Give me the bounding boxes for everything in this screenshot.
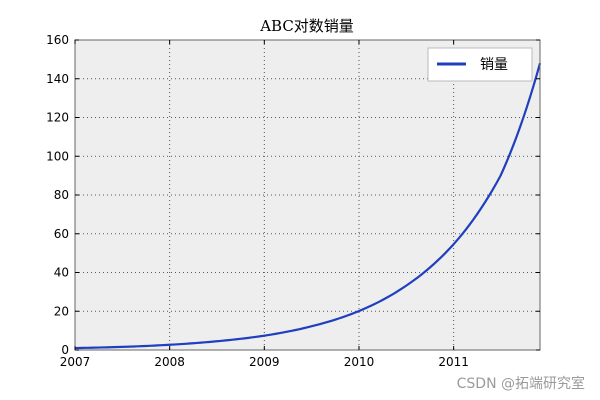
watermark: CSDN @拓端研究室 — [457, 375, 585, 392]
y-tick-label: 60 — [54, 227, 69, 241]
y-tick-label: 20 — [54, 304, 69, 318]
y-tick-label: 120 — [46, 111, 69, 125]
series-layer — [74, 62, 542, 350]
series-line-销量 — [74, 62, 542, 350]
y-tick-label: 40 — [54, 266, 69, 280]
x-tick-label: 2007 — [60, 355, 91, 369]
legend: 销量 — [427, 47, 533, 82]
y-tick-label: 80 — [54, 188, 69, 202]
y-tick-label: 140 — [46, 72, 69, 86]
grid-lines — [75, 40, 540, 350]
legend-label: 销量 — [480, 57, 508, 73]
y-tick-label: 160 — [46, 33, 69, 47]
x-tick-label: 2009 — [249, 355, 280, 369]
x-tick-label: 2010 — [344, 355, 375, 369]
x-tick-label: 2011 — [438, 355, 469, 369]
x-tick-label: 2008 — [154, 355, 185, 369]
axis-ticks: 0 20 40 60 80 100 120 140 160 2007 2008 2009 2010 201… — [46, 33, 540, 369]
y-tick-label: 0 — [61, 343, 69, 357]
y-tick-label: 100 — [46, 149, 69, 163]
chart-title: ABC对数销量 — [259, 17, 354, 35]
